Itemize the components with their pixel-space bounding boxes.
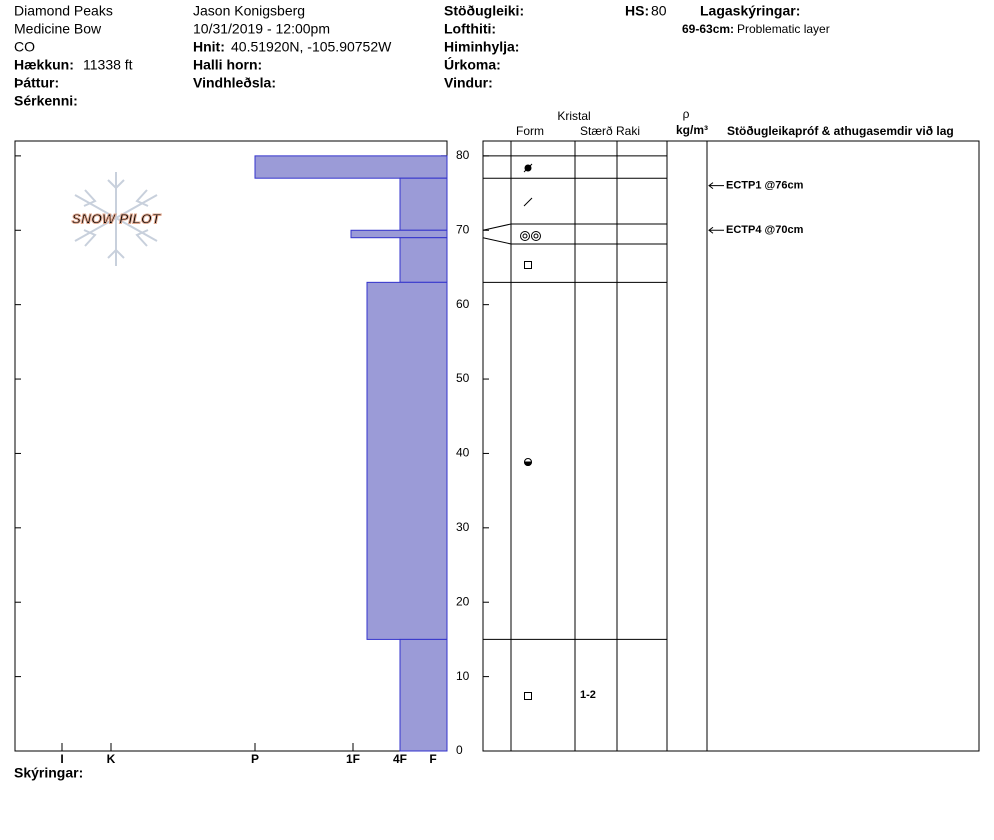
hardness-bar — [254, 155, 448, 179]
hardness-bar — [350, 229, 448, 239]
y-tick-label: 50 — [456, 371, 470, 385]
label: Vindur: — [444, 75, 493, 91]
grain-icons — [520, 163, 541, 700]
column-header: Stöðugleikapróf & athugasemdir við lag — [727, 124, 954, 138]
label: Úrkoma: — [444, 56, 501, 73]
grain-size: 1-2 — [580, 689, 596, 701]
label: Stöðugleiki: — [444, 3, 524, 19]
y-tick-label: 70 — [456, 222, 470, 236]
layer-boundary — [482, 237, 667, 245]
value: 11338 ft — [83, 57, 133, 73]
value: Jason Konigsberg — [193, 3, 305, 19]
label: Halli horn: — [193, 57, 262, 73]
label: Lofthiti: — [444, 21, 496, 37]
hardness-bar — [399, 237, 448, 283]
layer-table-frame — [482, 140, 980, 752]
test-arrow — [708, 182, 724, 190]
column-header: Kristal — [557, 109, 590, 123]
y-tick-label: 60 — [456, 297, 470, 311]
label: HS: — [625, 3, 649, 19]
column-header: kg/m³ — [676, 123, 708, 137]
label: Hækkun: — [14, 57, 74, 73]
label: Vindhleðsla: — [193, 75, 276, 91]
logo-text: SNOW PILOT — [72, 211, 162, 227]
layer-boundary — [482, 223, 667, 231]
label: Lagaskýringar: — [700, 3, 800, 19]
logo — [74, 172, 158, 266]
x-tick-label: K — [107, 752, 116, 766]
y-tick-label: 10 — [456, 669, 470, 683]
y-tick-label: 0 — [456, 743, 463, 757]
label: Þáttur: — [14, 75, 59, 91]
location: CO — [14, 39, 35, 55]
location: Medicine Bow — [14, 21, 102, 37]
column-header: Raki — [616, 124, 640, 138]
value: 10/31/2019 - 12:00pm — [193, 21, 330, 37]
test-arrow — [708, 226, 724, 234]
column-header: Form — [516, 124, 544, 138]
y-tick-label: 80 — [456, 148, 470, 162]
label: Hnit: — [193, 39, 225, 55]
x-tick-label: I — [60, 752, 63, 766]
y-tick-label: 40 — [456, 446, 470, 460]
x-tick-label: F — [429, 752, 436, 766]
location: Diamond Peaks — [14, 3, 113, 19]
y-tick-label: 30 — [456, 520, 470, 534]
label: Sérkenni: — [14, 93, 78, 109]
column-header: Stærð — [580, 124, 613, 138]
hardness-bar — [399, 638, 448, 752]
notes-label: Skýringar: — [14, 765, 83, 781]
value: 40.51920N, -105.90752W — [231, 39, 392, 55]
test-label: ECTP1 @76cm — [726, 180, 804, 192]
value: Problematic layer — [737, 22, 830, 36]
value: 80 — [651, 3, 667, 19]
x-tick-label: P — [251, 752, 259, 766]
hardness-bar — [366, 281, 448, 640]
label: Himinhylja: — [444, 39, 519, 55]
x-tick-label: 1F — [346, 752, 360, 766]
test-label: ECTP4 @70cm — [726, 224, 804, 236]
x-tick-label: 4F — [393, 752, 407, 766]
hardness-bar — [399, 177, 448, 231]
label: 69-63cm: — [682, 22, 734, 36]
column-header: ρ — [683, 107, 690, 121]
y-tick-label: 20 — [456, 594, 470, 608]
